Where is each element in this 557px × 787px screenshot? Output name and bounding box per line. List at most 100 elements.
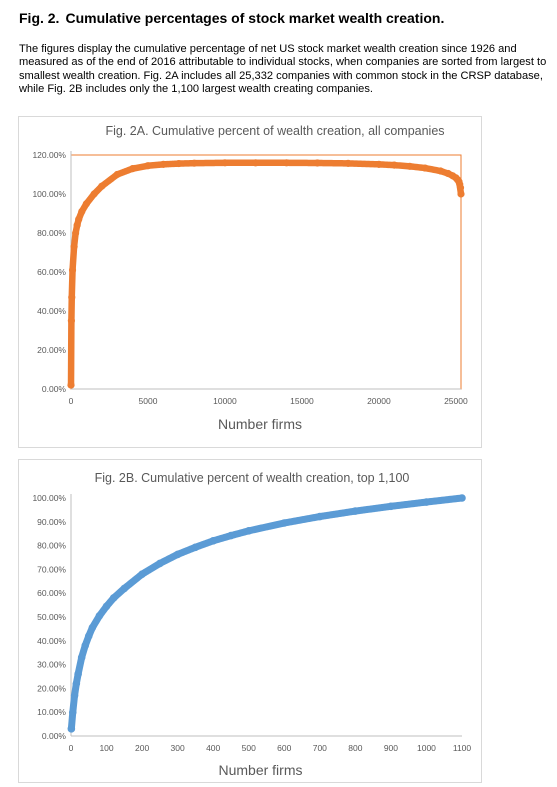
chart-panel-fig-2b: Fig. 2B. Cumulative percent of wealth cr… <box>18 459 482 783</box>
data-point <box>421 164 429 172</box>
data-point <box>95 612 104 620</box>
figure-title: Cumulative percentages of stock market w… <box>65 10 445 26</box>
data-point <box>98 182 106 190</box>
x-tick-label: 400 <box>206 743 220 753</box>
y-tick-label: 40.00% <box>37 636 66 646</box>
y-tick-label: 30.00% <box>37 660 66 670</box>
y-tick-label: 100.00% <box>32 493 66 503</box>
x-tick-label: 5000 <box>139 396 158 406</box>
data-point <box>68 266 77 274</box>
data-point <box>436 167 445 175</box>
data-point <box>67 317 75 325</box>
y-tick-label: 80.00% <box>37 541 66 551</box>
data-point <box>458 494 466 502</box>
data-point <box>68 293 76 301</box>
data-point <box>175 159 183 168</box>
data-point <box>280 519 289 527</box>
data-point <box>109 594 118 602</box>
y-tick-label: 60.00% <box>37 588 66 598</box>
x-tick-label: 600 <box>277 743 291 753</box>
data-point <box>282 159 291 167</box>
series-0 <box>67 159 465 389</box>
page-title: Fig. 2. Cumulative percentages of stock m… <box>19 10 444 26</box>
x-tick-label: 500 <box>242 743 256 753</box>
data-point <box>173 550 182 559</box>
data-point <box>375 160 383 168</box>
y-tick-label: 40.00% <box>37 306 66 316</box>
data-point <box>78 207 86 216</box>
x-tick-label: 0 <box>69 743 74 753</box>
x-tick-label: 1100 <box>453 743 472 753</box>
y-tick-label: 70.00% <box>37 564 66 574</box>
data-point <box>67 381 75 389</box>
data-point <box>406 162 414 170</box>
data-point <box>113 170 121 179</box>
x-tick-label: 20000 <box>367 396 391 406</box>
data-point <box>77 653 86 662</box>
data-point <box>128 165 137 173</box>
data-point <box>90 190 98 198</box>
data-point <box>70 243 78 251</box>
y-tick-label: 100.00% <box>32 189 66 199</box>
data-point <box>72 229 80 237</box>
data-point <box>81 641 90 650</box>
data-point <box>244 527 253 535</box>
x-tick-label: 900 <box>384 743 398 753</box>
data-point <box>344 159 352 167</box>
data-point <box>209 537 217 545</box>
data-point <box>351 507 360 515</box>
y-tick-label: 0.00% <box>42 731 67 741</box>
data-point <box>159 160 167 168</box>
data-point <box>387 502 395 511</box>
data-point <box>390 161 398 169</box>
figure-label: Fig. 2. <box>19 10 60 26</box>
data-point <box>120 584 129 593</box>
data-point <box>316 512 324 521</box>
x-tick-label: 300 <box>171 743 185 753</box>
data-point <box>227 531 235 540</box>
data-point <box>88 623 97 632</box>
y-tick-label: 120.00% <box>32 150 66 160</box>
chart-fig-2a: Fig. 2A. Cumulative percent of wealth cr… <box>32 124 468 432</box>
y-tick-label: 60.00% <box>37 267 66 277</box>
x-tick-label: 100 <box>99 743 113 753</box>
x-tick-label: 10000 <box>213 396 237 406</box>
data-point <box>313 159 321 167</box>
chart-fig-2b: Fig. 2B. Cumulative percent of wealth cr… <box>32 471 472 778</box>
y-tick-label: 20.00% <box>37 345 66 355</box>
series-line <box>67 159 465 389</box>
x-tick-label: 25000 <box>444 396 468 406</box>
chart-panel-fig-2a: Fig. 2A. Cumulative percent of wealth cr… <box>18 116 482 448</box>
data-point <box>190 159 198 167</box>
y-tick-label: 90.00% <box>37 517 66 527</box>
x-tick-label: 1000 <box>417 743 436 753</box>
y-tick-label: 0.00% <box>42 384 67 394</box>
y-tick-label: 10.00% <box>37 707 66 717</box>
data-point <box>102 602 111 611</box>
data-point <box>422 498 431 506</box>
data-point <box>82 200 90 208</box>
data-point <box>138 570 146 578</box>
x-tick-label: 15000 <box>290 396 314 406</box>
x-axis-title: Number firms <box>218 762 302 778</box>
x-tick-label: 700 <box>313 743 327 753</box>
series-line <box>67 494 466 733</box>
chart-title: Fig. 2A. Cumulative percent of wealth cr… <box>105 124 444 138</box>
y-tick-label: 80.00% <box>37 228 66 238</box>
data-point <box>252 159 260 167</box>
data-point <box>73 221 81 229</box>
data-point <box>456 184 465 192</box>
data-point <box>68 708 77 716</box>
plot-area-border <box>70 154 462 390</box>
data-point <box>144 162 152 170</box>
x-tick-label: 200 <box>135 743 149 753</box>
data-point <box>72 679 81 688</box>
data-point <box>74 670 82 678</box>
data-point <box>70 691 79 700</box>
data-point <box>67 725 76 733</box>
data-point <box>221 159 229 167</box>
data-point <box>84 632 93 640</box>
x-tick-label: 800 <box>348 743 362 753</box>
y-tick-label: 20.00% <box>37 683 66 693</box>
chart-title: Fig. 2B. Cumulative percent of wealth cr… <box>95 471 410 485</box>
